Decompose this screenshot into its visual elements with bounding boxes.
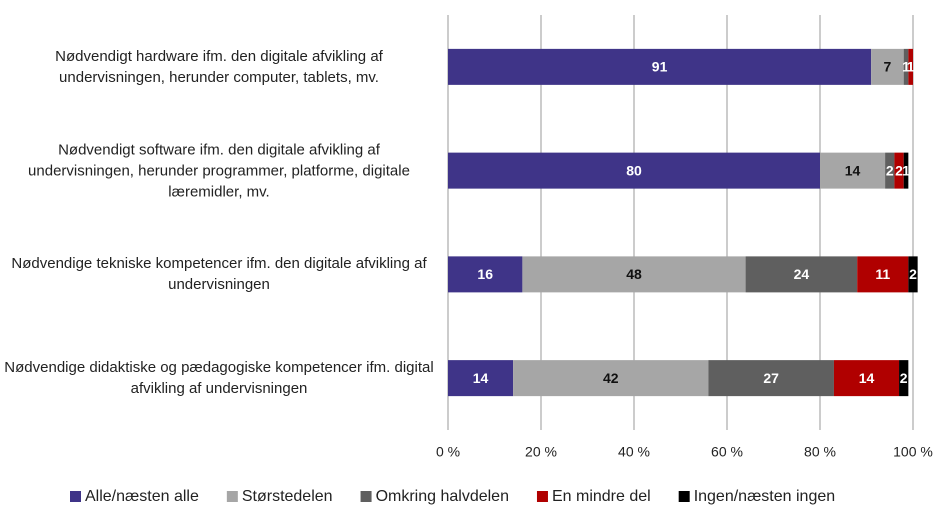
data-label: 27: [763, 370, 779, 386]
bar-segment: [894, 152, 904, 189]
data-label: 11: [875, 266, 890, 282]
data-label: 91: [652, 59, 668, 75]
bar-segment: [871, 48, 904, 85]
data-label: 1: [902, 59, 910, 75]
bar-segment: [857, 256, 909, 293]
bar-segment: [448, 360, 514, 397]
x-tick-label: 100 %: [893, 444, 933, 460]
legend-swatch: [70, 491, 81, 502]
data-label: 48: [626, 266, 642, 282]
data-label: 16: [477, 266, 493, 282]
x-tick-label: 80 %: [804, 444, 836, 460]
bar-segment: [448, 152, 820, 189]
bar-segment: [448, 48, 872, 85]
data-label: 1: [907, 59, 915, 75]
x-tick-label: 60 %: [711, 444, 743, 460]
legend-swatch: [678, 491, 690, 502]
bar-segment: [908, 256, 918, 293]
data-label: 2: [886, 162, 894, 178]
legend-label: Størstedelen: [242, 488, 333, 505]
legend-swatch: [360, 491, 372, 502]
data-label: 80: [626, 162, 642, 178]
data-label: 1: [902, 162, 910, 178]
legend-label: Alle/næsten alle: [85, 488, 199, 505]
category-label: Nødvendige didaktiske og pædagogiske kom…: [4, 359, 434, 398]
bar-segment: [885, 152, 895, 189]
x-tick-label: 40 %: [618, 444, 650, 460]
bar-segment: [745, 256, 858, 293]
bar-segment: [903, 48, 909, 85]
bar-segment: [448, 256, 523, 293]
data-label: 2: [900, 370, 908, 386]
data-label: 14: [859, 370, 875, 386]
bar-segment: [522, 256, 746, 293]
bar-segment: [708, 360, 834, 397]
data-label: 14: [473, 370, 489, 386]
legend-label: En mindre del: [552, 488, 651, 505]
data-label: 24: [794, 266, 810, 282]
legend-swatch: [536, 491, 548, 502]
x-tick-label: 0 %: [436, 444, 460, 460]
legend-swatch: [226, 491, 238, 502]
x-tick-label: 20 %: [525, 444, 557, 460]
legend-label: Omkring halvdelen: [376, 488, 509, 505]
data-label: 2: [909, 266, 917, 282]
bar-segment: [903, 152, 909, 189]
category-label: Nødvendigt hardware ifm. den digitale af…: [55, 47, 383, 86]
data-label: 14: [845, 162, 861, 178]
bar-segment: [833, 360, 900, 397]
legend-label: Ingen/næsten ingen: [694, 488, 835, 505]
data-label: 7: [884, 59, 892, 75]
category-label: Nødvendigt software ifm. den digitale af…: [28, 141, 410, 201]
bar-segment: [908, 48, 913, 85]
bar-segment: [513, 360, 709, 397]
bar-segment: [899, 360, 909, 397]
category-label: Nødvendige tekniske kompetencer ifm. den…: [11, 255, 427, 294]
data-label: 42: [603, 370, 619, 386]
data-label: 2: [895, 162, 903, 178]
bar-segment: [820, 152, 886, 189]
